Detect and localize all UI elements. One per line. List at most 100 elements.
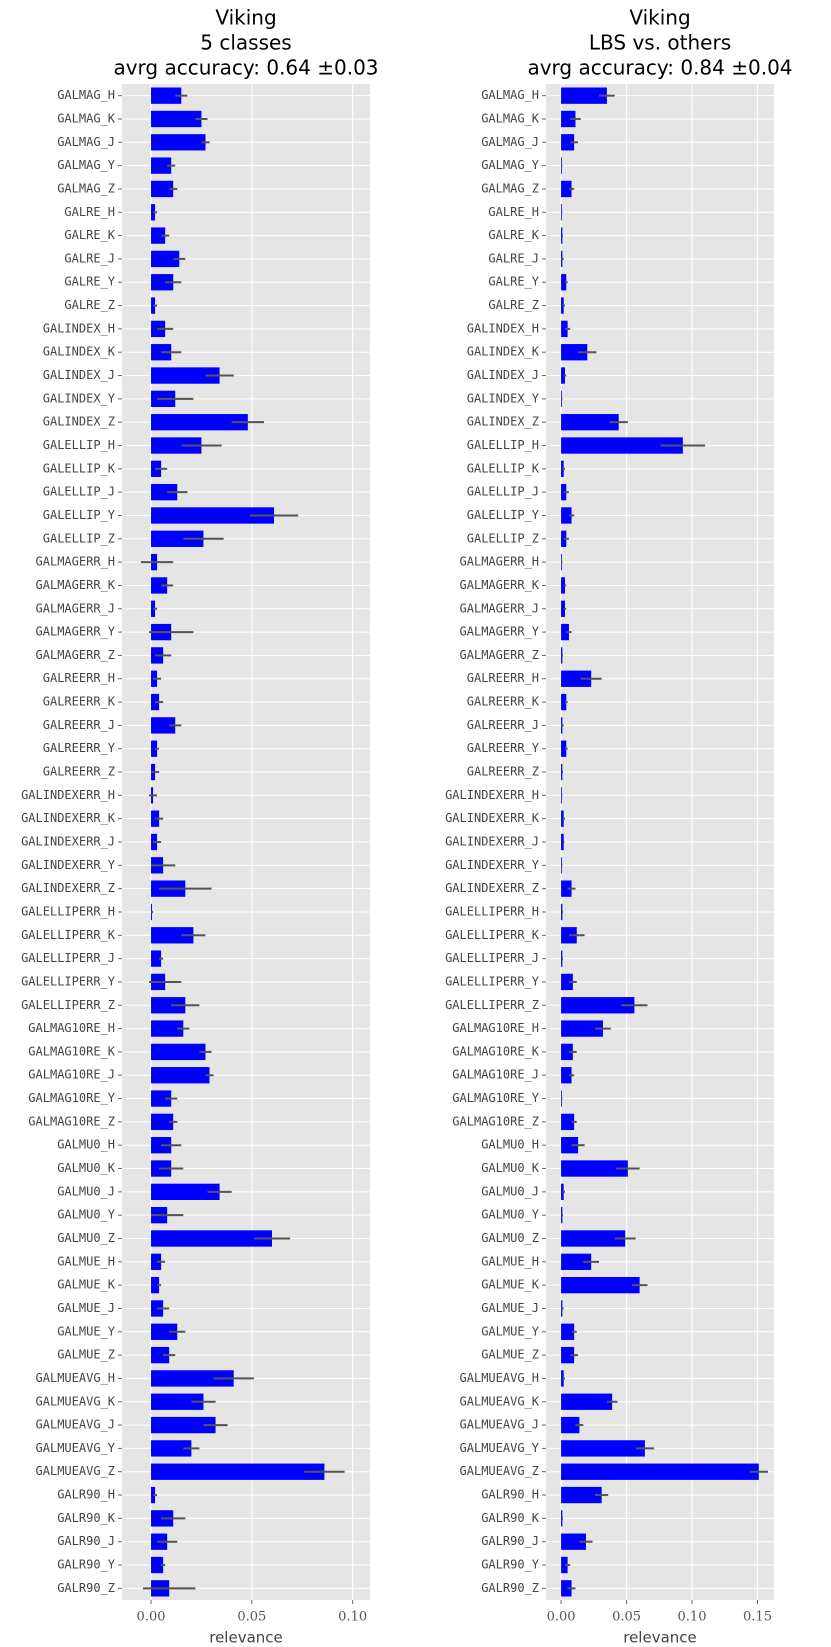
bar (561, 833, 564, 851)
y-tick-label: GALMUEAVG_J (460, 1418, 539, 1432)
y-tick-label: GALMUEAVG_H (460, 1371, 539, 1385)
y-tick-label: GALMAG_Y (481, 158, 540, 172)
y-tick-label: GALMAGERR_H (460, 555, 539, 569)
y-tick-label: GALINDEX_J (43, 368, 115, 382)
y-tick-label: GALMAGERR_H (36, 555, 115, 569)
chart-title: Viking (629, 6, 690, 30)
y-tick-label: GALMAG_H (57, 88, 115, 102)
chart-title: Viking (215, 6, 276, 30)
bar (151, 950, 162, 967)
y-tick-label: GALMUEAVG_J (36, 1418, 115, 1432)
bar (561, 530, 567, 547)
y-tick-label: GALINDEXERR_Z (21, 881, 115, 895)
y-tick-label: GALREERR_Z (43, 765, 115, 779)
y-tick-label: GALMUEAVG_Y (460, 1441, 540, 1455)
bar (151, 717, 176, 734)
bar (561, 507, 572, 524)
bar (151, 437, 202, 454)
bar (151, 180, 174, 198)
y-tick-label: GALMAGERR_J (36, 601, 115, 615)
bar (151, 577, 168, 594)
bar (561, 1160, 628, 1177)
bar (561, 110, 576, 128)
y-tick-label: GALRE_Y (488, 275, 539, 289)
y-tick-label: GALREERR_J (467, 718, 539, 732)
bar (151, 1276, 160, 1294)
bar (561, 483, 567, 501)
y-tick-label: GALRE_H (488, 205, 539, 219)
x-tick-label: 0.15 (743, 1610, 772, 1625)
y-tick-label: GALMUE_Y (57, 1324, 116, 1338)
y-tick-label: GALRE_H (64, 205, 115, 219)
x-tick-label: 0.10 (678, 1610, 707, 1625)
y-tick-label: GALINDEX_Z (467, 415, 539, 429)
x-tick-label: 0.05 (612, 1610, 641, 1625)
y-tick-label: GALELLIPERR_H (445, 904, 539, 918)
y-tick-label: GALMAG10RE_K (28, 1044, 115, 1058)
y-tick-label: GALINDEXERR_Y (21, 858, 116, 872)
y-tick-label: GALINDEXERR_H (21, 788, 115, 802)
y-tick-label: GALMAG10RE_Y (452, 1091, 539, 1105)
y-tick-label: GALMAGERR_Z (36, 648, 115, 662)
bar (561, 344, 588, 361)
bar (151, 87, 182, 104)
bar (561, 740, 567, 757)
y-tick-label: GALMUEAVG_H (36, 1371, 115, 1385)
y-tick-label: GALELLIP_K (43, 461, 116, 475)
y-tick-label: GALINDEX_Z (43, 415, 115, 429)
y-tick-label: GALR90_Z (481, 1581, 539, 1595)
y-tick-label: GALREERR_H (43, 671, 115, 685)
y-tick-label: GALREERR_Y (43, 741, 116, 755)
bar (151, 1416, 216, 1434)
bar (561, 600, 565, 617)
y-tick-label: GALR90_Y (481, 1558, 540, 1572)
y-tick-label: GALMU0_Z (481, 1231, 539, 1245)
y-tick-label: GALELLIPERR_K (21, 928, 116, 942)
y-tick-label: GALINDEXERR_K (445, 811, 540, 825)
y-tick-label: GALINDEXERR_K (21, 811, 116, 825)
y-tick-label: GALRE_J (488, 251, 539, 265)
y-tick-label: GALINDEXERR_J (445, 835, 539, 849)
y-tick-label: GALREERR_K (43, 695, 116, 709)
bar (151, 530, 204, 547)
bar (561, 1137, 579, 1154)
bar (151, 740, 158, 757)
bar (561, 1346, 575, 1364)
y-tick-label: GALELLIP_J (467, 485, 539, 499)
bar (561, 1043, 573, 1061)
bar (561, 577, 565, 594)
y-tick-label: GALMAG10RE_Z (452, 1114, 539, 1128)
chart-title: avrg accuracy: 0.64 ±0.03 (113, 56, 378, 80)
bar (151, 1253, 162, 1270)
bar (151, 1113, 174, 1131)
y-tick-label: GALELLIP_J (43, 485, 115, 499)
y-tick-label: GALMUE_H (57, 1254, 115, 1268)
bar (561, 997, 635, 1014)
bar (151, 227, 166, 244)
y-tick-label: GALRE_Z (64, 298, 115, 312)
y-tick-label: GALELLIPERR_J (21, 951, 115, 965)
bar (561, 1276, 640, 1294)
y-tick-label: GALINDEX_Y (467, 391, 540, 405)
y-tick-label: GALMAG10RE_K (452, 1044, 539, 1058)
bar (561, 1580, 572, 1597)
bar (561, 1253, 592, 1270)
y-tick-label: GALR90_Z (57, 1581, 115, 1595)
bar (151, 414, 248, 431)
y-tick-label: GALMAG10RE_Y (28, 1091, 115, 1105)
y-tick-label: GALMAG_K (57, 111, 116, 125)
y-tick-label: GALMAGERR_J (460, 601, 539, 615)
y-tick-label: GALMUE_K (481, 1278, 540, 1292)
y-tick-label: GALINDEX_K (467, 345, 540, 359)
y-tick-label: GALMUEAVG_K (36, 1394, 116, 1408)
y-tick-label: GALMU0_H (57, 1138, 115, 1152)
bar (151, 507, 275, 524)
y-tick-label: GALMAGERR_Y (460, 625, 540, 639)
y-tick-label: GALREERR_J (43, 718, 115, 732)
y-tick-label: GALELLIPERR_J (445, 951, 539, 965)
y-tick-label: GALINDEX_H (43, 321, 115, 335)
bar (561, 1323, 575, 1340)
bar (151, 1183, 220, 1201)
bar (151, 157, 172, 174)
